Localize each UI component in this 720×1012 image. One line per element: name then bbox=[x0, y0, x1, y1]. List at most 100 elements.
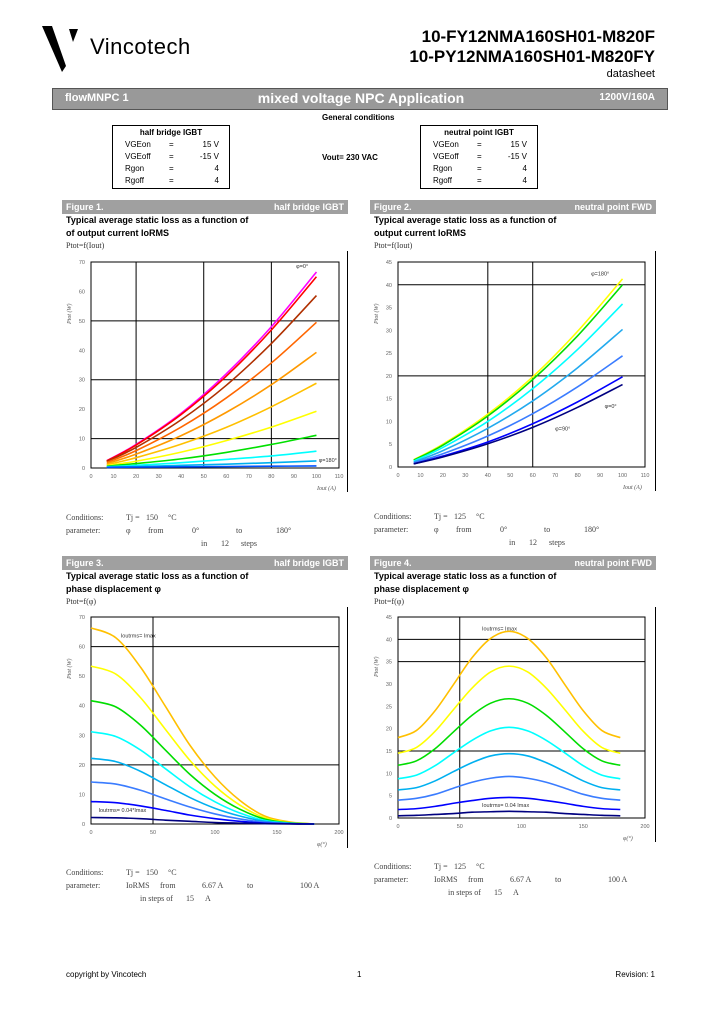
x-tick-label: 60 bbox=[530, 473, 536, 479]
figure-divider bbox=[347, 607, 348, 848]
series-line-5 bbox=[413, 355, 623, 464]
param-name: Rgoff bbox=[433, 176, 452, 185]
y-tick-label: 10 bbox=[79, 792, 85, 798]
plot-frame bbox=[397, 616, 646, 819]
y-tick-label: 30 bbox=[79, 733, 85, 739]
series-line-8 bbox=[90, 816, 315, 825]
figure-divider bbox=[347, 251, 348, 492]
curve-annotation: Ioutrms= 0.04 Imax bbox=[482, 803, 529, 809]
y-tick-label: 0 bbox=[82, 822, 85, 828]
figure-title-line2: output current IoRMS bbox=[374, 228, 466, 238]
x-tick-label: 100 bbox=[312, 474, 321, 480]
x-tick-label: 200 bbox=[640, 824, 649, 830]
x-tick-label: 80 bbox=[268, 474, 274, 480]
condition-row: VGEon = 15 V bbox=[421, 140, 537, 152]
figure-divider bbox=[655, 251, 656, 491]
x-tick-label: 0 bbox=[396, 824, 399, 830]
x-tick-label: 70 bbox=[246, 474, 252, 480]
y-tick-label: 0 bbox=[82, 466, 85, 472]
param-name: VGEoff bbox=[433, 152, 459, 161]
series-line-6 bbox=[413, 376, 623, 465]
equals: = bbox=[477, 140, 482, 149]
param-value: -15 V bbox=[507, 152, 527, 161]
part-number-1: 10-FY12NMA160SH01-M820F bbox=[421, 27, 655, 46]
x-tick-label: 0 bbox=[89, 474, 92, 480]
x-tick-label: 0 bbox=[89, 830, 92, 836]
series-line-5 bbox=[397, 752, 621, 791]
figure-formula: Ptot=f(φ) bbox=[374, 597, 405, 606]
condition-row: VGEoff = -15 V bbox=[113, 152, 229, 164]
series-line-4 bbox=[106, 321, 317, 464]
y-tick-label: 40 bbox=[79, 704, 85, 710]
curve-annotation: φ=180° bbox=[319, 458, 337, 464]
y-tick-label: 45 bbox=[386, 260, 392, 266]
series-line-2 bbox=[106, 276, 318, 462]
product-banner: flowMNPC 1 mixed voltage NPC Application… bbox=[52, 88, 668, 110]
x-tick-label: 30 bbox=[156, 474, 162, 480]
series-line-11 bbox=[106, 465, 317, 469]
figure-device: neutral point FWD bbox=[574, 202, 653, 212]
curve-annotation: φ=0° bbox=[605, 404, 617, 410]
condition-l: 15 bbox=[494, 888, 502, 897]
series-line-1 bbox=[90, 627, 315, 825]
series-line-8 bbox=[106, 434, 317, 468]
figure-device: half bridge IGBT bbox=[273, 202, 344, 212]
x-axis-label: Iout (A) bbox=[622, 484, 642, 491]
x-tick-label: 10 bbox=[417, 473, 423, 479]
y-tick-label: 5 bbox=[389, 442, 392, 448]
condition-d: °C bbox=[168, 513, 177, 522]
y-tick-label: 40 bbox=[386, 637, 392, 643]
figure-header: Figure 4. neutral point FWD bbox=[370, 556, 656, 570]
series-line-7 bbox=[413, 383, 623, 465]
condition-h: 0° bbox=[500, 525, 508, 534]
figure-title-line1: Typical average static loss as a functio… bbox=[374, 215, 557, 225]
vincotech-logo-icon bbox=[42, 26, 78, 72]
y-tick-label: 20 bbox=[386, 374, 392, 380]
condition-h: 6.67 A bbox=[510, 875, 532, 884]
figure-label: Figure 3. bbox=[66, 558, 104, 568]
page-number: 1 bbox=[357, 970, 362, 979]
series-line-6 bbox=[106, 382, 317, 466]
condition-i: to bbox=[236, 526, 243, 535]
series-line-6 bbox=[397, 775, 621, 801]
conditions-box: neutral point IGBT VGEon = 15 V VGEoff = -15 V… bbox=[420, 125, 538, 189]
equals: = bbox=[477, 152, 482, 161]
series-line-7 bbox=[397, 796, 621, 811]
y-tick-label: 35 bbox=[386, 660, 392, 666]
banner-rating: 1200V/160A bbox=[599, 92, 655, 103]
condition-f: φ bbox=[434, 525, 439, 534]
figure-device: neutral point FWD bbox=[574, 558, 653, 568]
series-line-8 bbox=[397, 810, 621, 817]
condition-c: 150 bbox=[146, 513, 158, 522]
y-axis-label: Ptot (W) bbox=[66, 304, 73, 326]
condition-k: in steps of bbox=[140, 894, 173, 903]
x-tick-label: 100 bbox=[618, 473, 627, 479]
x-tick-label: 0 bbox=[396, 473, 399, 479]
figure-formula: Ptot=f(φ) bbox=[66, 597, 97, 606]
param-value: 4 bbox=[522, 164, 527, 173]
x-tick-label: 10 bbox=[110, 474, 116, 480]
condition-j: 180° bbox=[584, 525, 600, 534]
param-value: 15 V bbox=[202, 140, 219, 149]
param-value: 4 bbox=[214, 164, 219, 173]
condition-l: 12 bbox=[221, 539, 229, 548]
condition-d: °C bbox=[476, 512, 485, 521]
x-tick-label: 200 bbox=[334, 830, 343, 836]
curve-annotation: φ=180° bbox=[591, 272, 609, 278]
condition-row: VGEon = 15 V bbox=[113, 140, 229, 152]
y-tick-label: 20 bbox=[79, 407, 85, 413]
y-tick-label: 30 bbox=[386, 328, 392, 334]
condition-g: from bbox=[148, 526, 164, 535]
condition-row: Rgon = 4 bbox=[113, 164, 229, 176]
x-tick-label: 60 bbox=[223, 474, 229, 480]
x-tick-label: 90 bbox=[597, 473, 603, 479]
figure-title-line1: Typical average static loss as a functio… bbox=[66, 215, 249, 225]
condition-k: in bbox=[201, 539, 208, 548]
y-tick-label: 15 bbox=[386, 397, 392, 403]
box-title: half bridge IGBT bbox=[139, 128, 203, 137]
condition-b: Tj = bbox=[434, 512, 448, 521]
x-tick-label: 100 bbox=[517, 824, 526, 830]
x-tick-label: 70 bbox=[552, 473, 558, 479]
condition-b: Tj = bbox=[126, 868, 140, 877]
x-tick-label: 100 bbox=[210, 830, 219, 836]
